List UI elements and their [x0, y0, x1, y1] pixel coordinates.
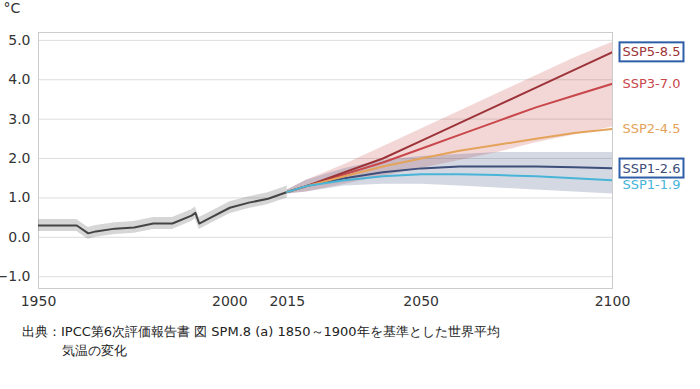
svg-text:SSP2-4.5: SSP2-4.5: [623, 121, 681, 136]
svg-text:2000: 2000: [212, 293, 248, 309]
svg-text:−1.0: −1.0: [0, 268, 31, 284]
svg-text:SSP1-2.6: SSP1-2.6: [623, 161, 681, 176]
svg-text:SSP3-7.0: SSP3-7.0: [623, 76, 681, 91]
svg-text:2015: 2015: [269, 293, 305, 309]
svg-text:°C: °C: [4, 0, 21, 16]
svg-text:SSP1-1.9: SSP1-1.9: [623, 177, 681, 192]
svg-text:4.0: 4.0: [8, 71, 30, 87]
svg-text:1950: 1950: [21, 293, 57, 309]
svg-text:0.0: 0.0: [8, 229, 30, 245]
svg-text:5.0: 5.0: [8, 32, 30, 48]
svg-text:2.0: 2.0: [8, 150, 30, 166]
svg-text:1.0: 1.0: [8, 189, 30, 205]
svg-text:2050: 2050: [403, 293, 439, 309]
svg-text:2100: 2100: [595, 293, 631, 309]
svg-text:3.0: 3.0: [8, 111, 30, 127]
svg-text:SSP5-8.5: SSP5-8.5: [623, 44, 681, 59]
html-text:出典：IPCC第6次評価報告書 図 SPM.8 (a) 18: 出典：IPCC第6次評価報告書 図 SPM.8 (a) 1850～1900年を基…: [22, 324, 500, 358]
